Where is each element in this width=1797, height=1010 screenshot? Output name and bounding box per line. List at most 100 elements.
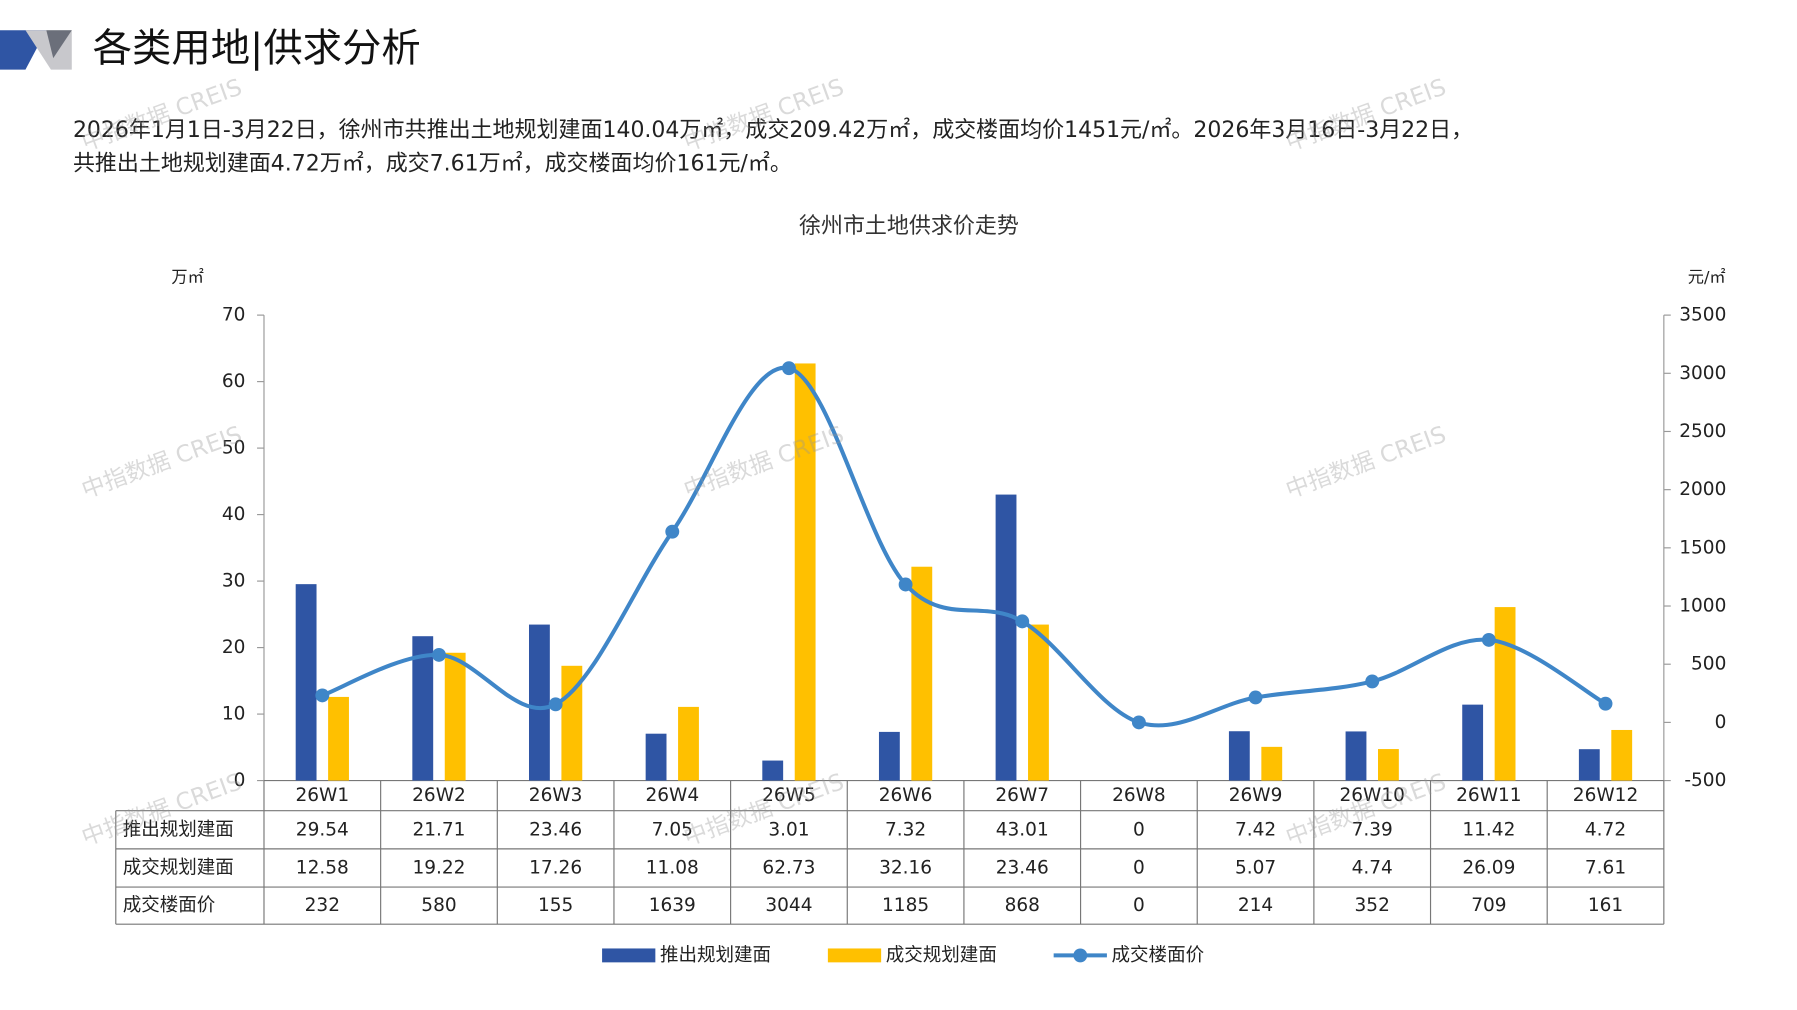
table-cell: 214 — [1238, 895, 1273, 916]
y-tick-label: 30 — [222, 571, 246, 592]
watermark: 中指数据 CREIS — [680, 74, 847, 156]
logo — [46, 30, 72, 59]
line-marker — [1365, 674, 1380, 689]
table-cell: 32.16 — [879, 857, 932, 878]
y2-tick-label: 2000 — [1679, 479, 1726, 500]
bar — [1578, 749, 1600, 781]
table-cell: 11.42 — [1462, 819, 1515, 840]
bar — [678, 706, 699, 781]
table-cell: 709 — [1471, 895, 1506, 916]
table-cell: 11.08 — [646, 857, 699, 878]
legend-swatch — [1073, 948, 1088, 963]
bar — [1494, 607, 1516, 781]
table-cell: 3044 — [765, 895, 812, 916]
bar — [645, 733, 667, 781]
y2-axis-label: 元/㎡ — [1688, 268, 1726, 287]
table-cell: 7.61 — [1585, 857, 1626, 878]
x-tick-label: 26W5 — [762, 785, 816, 806]
legend-label: 推出规划建面 — [660, 945, 771, 966]
table-cell: 0 — [1133, 857, 1145, 878]
y2-tick-label: 1500 — [1679, 537, 1726, 558]
table-cell: 155 — [538, 895, 573, 916]
table-cell: 580 — [421, 895, 456, 916]
bar — [911, 566, 933, 781]
table-cell: 0 — [1133, 895, 1145, 916]
y-tick-label: 0 — [234, 770, 246, 791]
bar — [444, 652, 466, 781]
bar — [1228, 731, 1250, 781]
table-cell: 29.54 — [296, 819, 349, 840]
y2-tick-label: -500 — [1684, 770, 1726, 791]
y2-tick-label: 3000 — [1679, 363, 1726, 384]
table-cell: 161 — [1588, 895, 1623, 916]
table-cell: 26.09 — [1462, 857, 1515, 878]
bar — [762, 760, 784, 781]
table-cell: 7.39 — [1352, 819, 1393, 840]
y-tick-label: 20 — [222, 637, 246, 658]
watermark: 中指数据 CREIS — [680, 422, 847, 504]
x-tick-label: 26W12 — [1573, 785, 1638, 806]
x-tick-label: 26W8 — [1112, 785, 1166, 806]
legend-label: 成交规划建面 — [886, 945, 997, 966]
table-cell: 4.74 — [1352, 857, 1393, 878]
line-marker — [1015, 614, 1030, 629]
x-tick-label: 26W4 — [645, 785, 699, 806]
bar — [1611, 729, 1633, 781]
legend-swatch — [827, 948, 882, 963]
y-tick-label: 50 — [222, 438, 246, 459]
table-row-label: 成交楼面价 — [123, 895, 216, 916]
page-title: 各类用地|供求分析 — [93, 26, 421, 72]
table-cell: 3.01 — [768, 819, 809, 840]
y-tick-label: 40 — [222, 504, 246, 525]
x-tick-label: 26W7 — [995, 785, 1049, 806]
line-marker — [315, 688, 330, 703]
line-marker — [1248, 690, 1263, 705]
table-cell: 0 — [1133, 819, 1145, 840]
line-marker — [1598, 696, 1613, 711]
y-axis-label: 万㎡ — [171, 268, 203, 287]
summary: 2026年1月1日-3月22日，徐州市共推出土地规划建面140.04万㎡，成交2… — [73, 117, 1473, 143]
table-cell: 1185 — [882, 895, 929, 916]
watermark: 中指数据 CREIS — [1283, 74, 1450, 156]
table-cell: 868 — [1005, 895, 1040, 916]
line-marker — [1131, 715, 1146, 730]
legend-swatch — [602, 948, 656, 963]
table-cell: 23.46 — [529, 819, 582, 840]
table-cell: 7.42 — [1235, 819, 1276, 840]
line-marker — [781, 361, 796, 376]
table-cell: 19.22 — [412, 857, 465, 878]
bar — [1377, 749, 1399, 781]
legend-label: 成交楼面价 — [1112, 945, 1205, 966]
line-marker — [548, 697, 563, 712]
y2-tick-label: 0 — [1715, 712, 1727, 733]
table-cell: 5.07 — [1235, 857, 1276, 878]
x-tick-label: 26W3 — [529, 785, 583, 806]
summary: 共推出土地规划建面4.72万㎡，成交7.61万㎡，成交楼面均价161元/㎡。 — [73, 151, 792, 177]
y2-tick-label: 2500 — [1679, 421, 1726, 442]
table-cell: 62.73 — [762, 857, 815, 878]
line-marker — [1481, 632, 1496, 647]
line-marker — [665, 524, 680, 539]
watermark: 中指数据 CREIS — [78, 74, 245, 156]
table-cell: 352 — [1355, 895, 1390, 916]
watermark: 中指数据 CREIS — [1283, 422, 1450, 504]
line — [321, 365, 1607, 728]
x-tick-label: 26W2 — [412, 785, 466, 806]
bar — [412, 636, 434, 781]
table-cell: 43.01 — [996, 819, 1049, 840]
table-cell: 1639 — [649, 895, 696, 916]
table-cell: 232 — [305, 895, 340, 916]
line-marker — [898, 577, 913, 592]
bar — [328, 696, 349, 781]
table-cell: 7.32 — [885, 819, 926, 840]
y-tick-label: 10 — [222, 704, 246, 725]
y-tick-label: 60 — [222, 371, 246, 392]
table-cell: 21.71 — [412, 819, 465, 840]
bar — [1261, 746, 1283, 781]
bar — [995, 494, 1017, 781]
bar — [1028, 624, 1049, 781]
chart-title: 徐州市土地供求价走势 — [799, 214, 1019, 239]
bar — [878, 731, 900, 781]
watermark: 中指数据 CREIS — [78, 422, 245, 504]
